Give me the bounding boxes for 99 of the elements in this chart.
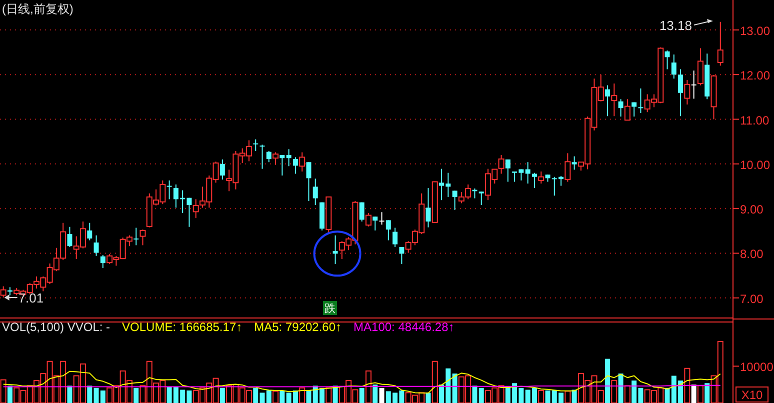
- candlestick: [572, 156, 577, 170]
- candlestick: [399, 246, 404, 264]
- bar: [704, 383, 710, 403]
- candlestick: [286, 148, 292, 167]
- candlestick: [372, 216, 378, 231]
- candlestick: [505, 158, 510, 182]
- bar: [134, 388, 139, 403]
- text: MA100: 48446.28↑: [354, 320, 454, 334]
- candlestick: [220, 158, 225, 180]
- candlestick: [386, 220, 391, 241]
- candlestick: [605, 84, 610, 117]
- candlestick: [478, 191, 484, 206]
- candlestick: [671, 54, 676, 80]
- bar: [306, 390, 312, 403]
- candlestick: [379, 212, 384, 226]
- candlestick: [452, 190, 458, 210]
- candlestick: [272, 152, 279, 166]
- bar: [326, 387, 332, 403]
- bar: [572, 390, 577, 403]
- candlestick: [266, 150, 272, 163]
- candlestick: [87, 222, 92, 241]
- bar: [426, 392, 431, 403]
- chart-title: (日线,前复权): [2, 2, 74, 16]
- candlestick: [332, 234, 338, 264]
- candlestick: [140, 229, 146, 246]
- bar: [299, 387, 306, 403]
- annotation: 跌: [324, 303, 336, 315]
- candlestick: [359, 202, 364, 222]
- candlestick: [253, 138, 258, 152]
- bar: [452, 374, 458, 403]
- y-axis-title: X10: [741, 388, 763, 402]
- y-tick-label: 10000: [740, 360, 774, 374]
- candlestick: [678, 68, 684, 117]
- text: MA5: 79202.60↑: [254, 320, 342, 334]
- candlestick: [525, 162, 530, 184]
- candlestick: [134, 227, 139, 246]
- bar: [564, 390, 571, 403]
- candlestick: [624, 98, 630, 121]
- bar: [472, 386, 478, 403]
- candlestick: [632, 102, 637, 118]
- annotation: 13.18: [659, 18, 692, 33]
- y-tick-label: 12.00: [740, 68, 770, 83]
- bar: [253, 388, 258, 403]
- bar: [67, 386, 72, 403]
- candlestick: [611, 83, 618, 117]
- bar: [691, 384, 696, 403]
- bar: [7, 386, 12, 403]
- candlestick: [618, 98, 624, 118]
- y-tick-label: 11.00: [740, 113, 770, 128]
- candlestick: [280, 154, 285, 176]
- y-tick-label: 9.00: [740, 202, 764, 217]
- y-tick-label: 10.00: [740, 158, 770, 172]
- candlestick: [0, 286, 6, 298]
- bar: [432, 360, 438, 403]
- candlestick: [697, 48, 704, 86]
- bar: [272, 390, 279, 403]
- annotation: VOLUME: 166685.17↑: [122, 320, 242, 334]
- bar: [478, 388, 484, 403]
- bar: [538, 390, 544, 403]
- bar: [618, 374, 624, 403]
- candlestick: [498, 154, 504, 174]
- candlestick: [664, 50, 670, 70]
- candlestick: [717, 21, 724, 66]
- chart-title: VOL(5,100) VVOL: -: [2, 320, 110, 334]
- bar: [624, 385, 630, 403]
- annotation: 7.01: [18, 290, 44, 306]
- bar: [605, 358, 610, 403]
- y-tick-label: 8.00: [740, 247, 764, 262]
- candlestick: [538, 171, 544, 184]
- candlestick: [638, 88, 644, 114]
- bar: [697, 385, 704, 403]
- y-tick-label: 13.00: [740, 24, 770, 38]
- candlestick: [564, 152, 571, 182]
- candlestick: [691, 70, 696, 100]
- candlestick: [426, 188, 431, 228]
- bar: [280, 390, 285, 403]
- bar: [0, 379, 6, 403]
- candlestick: [292, 156, 298, 174]
- candlestick: [684, 79, 690, 106]
- bar: [611, 380, 618, 403]
- candlestick: [100, 254, 106, 268]
- candlestick: [392, 227, 398, 248]
- candlestick: [365, 212, 372, 227]
- bar: [87, 386, 92, 403]
- candlestick: [299, 152, 306, 172]
- y-tick-label: 7.00: [740, 292, 764, 306]
- candlestick: [306, 162, 312, 202]
- bar: [372, 384, 378, 403]
- candlestick: [94, 234, 99, 256]
- bar: [220, 388, 225, 403]
- candlestick: [532, 172, 537, 189]
- bar: [684, 368, 690, 403]
- candlestick: [260, 144, 265, 170]
- bar: [365, 370, 372, 403]
- bar: [359, 388, 364, 403]
- candlestick: [166, 180, 172, 200]
- candlestick: [312, 178, 318, 206]
- bar: [379, 388, 384, 403]
- candlestick: [67, 226, 72, 248]
